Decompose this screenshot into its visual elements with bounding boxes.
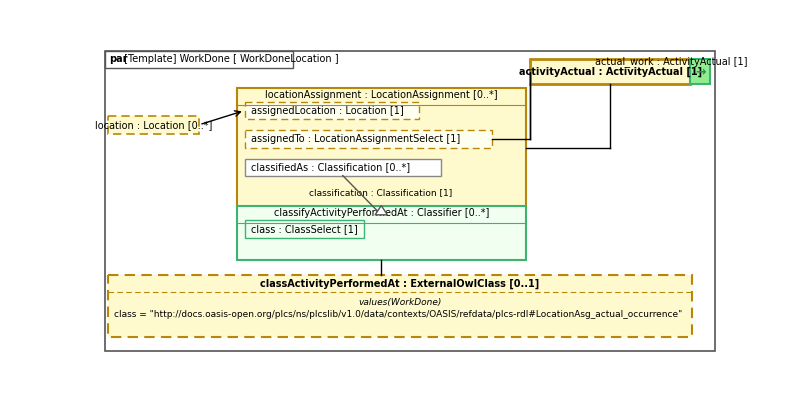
FancyBboxPatch shape — [244, 101, 420, 119]
FancyBboxPatch shape — [244, 130, 492, 148]
Text: class = "http://docs.oasis-open.org/plcs/ns/plcslib/v1.0/data/contexts/OASIS/ref: class = "http://docs.oasis-open.org/plcs… — [115, 310, 682, 320]
Text: classification : Classification [1]: classification : Classification [1] — [309, 188, 453, 197]
FancyBboxPatch shape — [244, 159, 441, 176]
Text: [Template] WorkDone [ WorkDoneLocation ]: [Template] WorkDone [ WorkDoneLocation ] — [122, 54, 339, 64]
Text: locationAssignment : LocationAssignment [0..*]: locationAssignment : LocationAssignment … — [265, 90, 497, 101]
Text: par: par — [109, 54, 127, 64]
Text: classifiedAs : Classification [0..*]: classifiedAs : Classification [0..*] — [251, 162, 410, 172]
Text: assignedTo : LocationAssignmentSelect [1]: assignedTo : LocationAssignmentSelect [1… — [251, 134, 460, 144]
Text: location : Location [0..*]: location : Location [0..*] — [95, 120, 212, 130]
Text: actual_work : ActivityActual [1]: actual_work : ActivityActual [1] — [595, 56, 747, 67]
Text: assignedLocation : Location [1]: assignedLocation : Location [1] — [251, 105, 404, 115]
Text: classActivityPerformedAt : ExternalOwlClass [0..1]: classActivityPerformedAt : ExternalOwlCl… — [260, 278, 540, 289]
FancyBboxPatch shape — [530, 59, 690, 84]
FancyBboxPatch shape — [244, 220, 364, 238]
Text: class : ClassSelect [1]: class : ClassSelect [1] — [251, 224, 357, 234]
Text: classifyActivityPerformedAt : Classifier [0..*]: classifyActivityPerformedAt : Classifier… — [274, 208, 489, 219]
FancyBboxPatch shape — [108, 115, 199, 134]
FancyBboxPatch shape — [237, 88, 525, 208]
FancyBboxPatch shape — [105, 51, 715, 351]
FancyBboxPatch shape — [105, 51, 293, 68]
FancyBboxPatch shape — [690, 59, 710, 84]
Polygon shape — [375, 206, 388, 215]
Text: →: → — [695, 65, 706, 78]
FancyBboxPatch shape — [237, 206, 525, 259]
FancyBboxPatch shape — [108, 275, 692, 337]
Text: activityActual : ActivityActual [1]: activityActual : ActivityActual [1] — [519, 66, 702, 77]
Text: values(WorkDone): values(WorkDone) — [358, 298, 442, 307]
